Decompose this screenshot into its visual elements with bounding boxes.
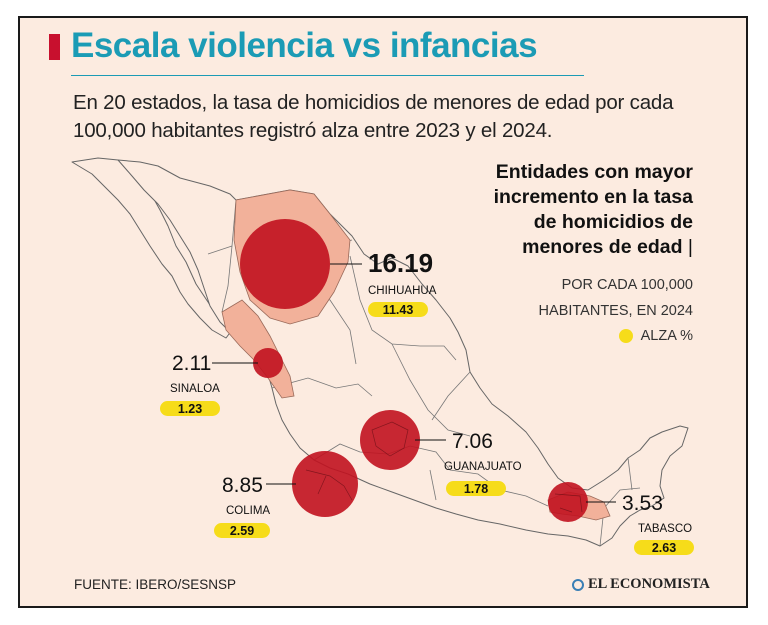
legend-heading: Entidades con mayor incremento en la tas…	[433, 160, 693, 260]
colima-rise: 2.59	[230, 524, 254, 538]
sinaloa-name: SINALOA	[170, 383, 220, 395]
guanajuato-rise: 1.78	[464, 482, 488, 496]
rise-badges	[160, 302, 694, 555]
value-bubbles	[240, 219, 588, 522]
chihuahua-rise: 11.43	[383, 303, 414, 317]
bubble-inner-lines	[305, 421, 583, 513]
sinaloa-rise: 1.23	[178, 402, 202, 416]
legend-pipe: |	[687, 236, 693, 258]
guanajuato-badge	[446, 481, 506, 496]
tabasco-name: TABASCO	[638, 523, 692, 535]
guanajuato-bubble	[360, 410, 420, 470]
tabasco-bubble	[548, 482, 588, 522]
colima-value: 8.85	[222, 474, 263, 497]
legend-heading-line: Entidades con mayor	[495, 161, 693, 183]
globe-icon	[572, 578, 584, 591]
brand-logo: EL ECONOMISTA	[572, 576, 710, 593]
colima-bubble	[292, 451, 358, 517]
value-labels: 16.19 2.11 7.06 8.85 3.53	[172, 248, 663, 515]
title-accent-bar	[49, 34, 60, 60]
state-name-labels: CHIHUAHUA SINALOA GUANAJUATO COLIMA TABA…	[170, 285, 692, 535]
tabasco-rise: 2.63	[652, 541, 676, 555]
chihuahua-badge	[368, 302, 428, 317]
legend-subtitle: POR CADA 100,000 HABITANTES, EN 2024	[433, 272, 693, 324]
legend-sub-line: POR CADA 100,000	[561, 277, 693, 293]
yellow-dot-icon	[618, 329, 633, 343]
legend-key-label: ALZA %	[640, 328, 693, 344]
title-underline	[71, 75, 584, 76]
sinaloa-bubble	[253, 348, 283, 378]
sinaloa-badge	[160, 401, 220, 416]
chihuahua-bubble	[240, 219, 330, 309]
legend-key: ALZA %	[618, 328, 693, 344]
chihuahua-name: CHIHUAHUA	[368, 285, 437, 297]
leader-lines	[212, 263, 616, 503]
page-title: Escala violencia vs infancias	[71, 26, 538, 65]
rise-badge-labels: 11.43 1.23 1.78 2.59 2.63	[178, 303, 676, 555]
subtitle: En 20 estados, la tasa de homicidios de …	[73, 91, 674, 142]
brand-name: EL ECONOMISTA	[588, 576, 710, 592]
sinaloa-value: 2.11	[172, 352, 211, 375]
guanajuato-value: 7.06	[452, 430, 493, 453]
legend-heading-line: de homicidios de	[533, 211, 693, 233]
legend-heading-line: menores de edad	[522, 236, 683, 258]
chihuahua-value: 16.19	[368, 248, 433, 278]
colima-badge	[214, 523, 270, 538]
source-note: FUENTE: IBERO/SESNSP	[74, 577, 237, 592]
legend-heading-line: incremento en la tasa	[493, 186, 693, 208]
guanajuato-name: GUANAJUATO	[444, 461, 522, 473]
colima-name: COLIMA	[226, 505, 270, 517]
tabasco-badge	[634, 540, 694, 555]
legend-sub-line: HABITANTES, EN 2024	[538, 303, 693, 319]
tabasco-value: 3.53	[622, 492, 663, 515]
legend-heading-line-last: menores de edad |	[433, 235, 693, 260]
